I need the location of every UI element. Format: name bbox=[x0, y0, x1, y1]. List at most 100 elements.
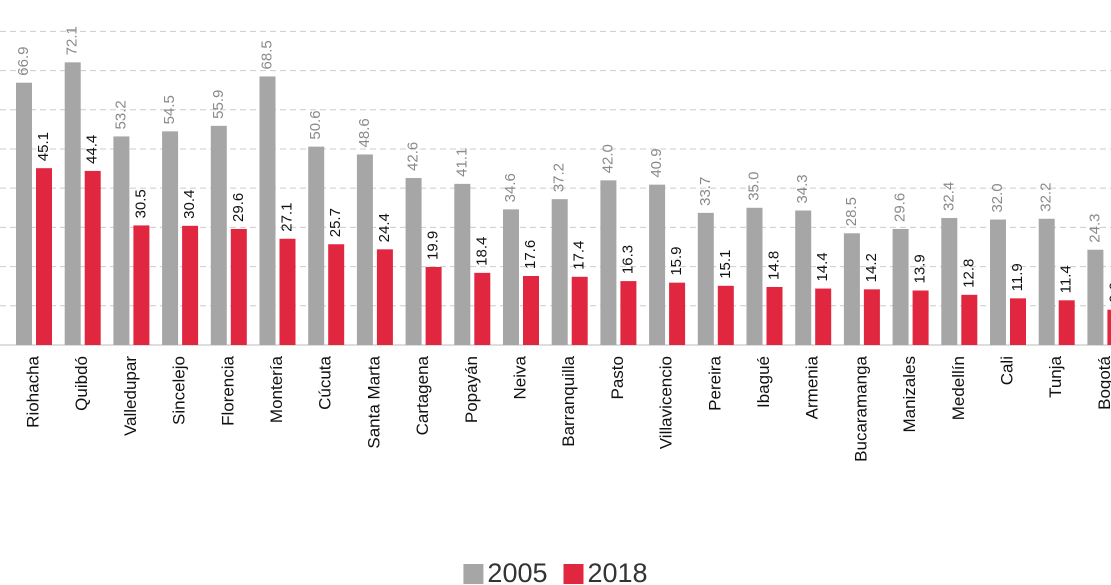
bar bbox=[523, 276, 539, 345]
bar bbox=[259, 76, 276, 346]
bar bbox=[815, 288, 832, 345]
bar bbox=[961, 294, 978, 345]
bar bbox=[1107, 309, 1111, 345]
value-label: 41.1 bbox=[453, 148, 470, 177]
value-label: 53.2 bbox=[112, 100, 129, 129]
value-label: 27.1 bbox=[278, 203, 295, 232]
bar bbox=[1058, 300, 1075, 345]
bar bbox=[669, 282, 686, 345]
x-tick-label: Sincelejo bbox=[170, 356, 189, 425]
value-label: 11.4 bbox=[1058, 265, 1075, 293]
x-tick-label: Santa Marta bbox=[364, 355, 383, 448]
x-tick-label: Manizales bbox=[900, 356, 919, 433]
x-tick-label: Pasto bbox=[608, 356, 627, 399]
bar bbox=[230, 228, 247, 345]
x-tick-label: Bucaramanga bbox=[851, 355, 870, 461]
value-label: 42.6 bbox=[405, 142, 422, 171]
bar bbox=[162, 131, 179, 345]
bar bbox=[16, 82, 32, 345]
bar bbox=[600, 180, 617, 345]
x-tick-label: Riohacha bbox=[23, 355, 42, 427]
bar bbox=[571, 276, 588, 345]
value-label: 34.3 bbox=[794, 174, 811, 203]
value-label: 55.9 bbox=[210, 90, 227, 119]
bar bbox=[863, 289, 880, 345]
value-label: 14.2 bbox=[863, 253, 880, 282]
x-tick-label: Florencia bbox=[218, 355, 237, 425]
x-tick-label: Valledupar bbox=[121, 356, 140, 436]
value-label: 19.9 bbox=[425, 231, 442, 260]
bar bbox=[620, 281, 637, 345]
value-label: 13.9 bbox=[912, 254, 929, 283]
value-label: 18.4 bbox=[473, 237, 490, 266]
bar bbox=[133, 225, 150, 345]
bar bbox=[84, 170, 101, 345]
x-tick-label: Bogotá bbox=[1095, 355, 1111, 409]
bar bbox=[210, 125, 227, 345]
x-tick-label: Medellín bbox=[949, 356, 968, 420]
x-tick-label: Villavicencio bbox=[657, 356, 676, 449]
value-label: 29.6 bbox=[892, 193, 909, 222]
value-label: 32.0 bbox=[989, 183, 1006, 212]
legend-label: 2005 bbox=[487, 558, 547, 585]
bar bbox=[990, 219, 1006, 345]
x-tick-label: Quibdó bbox=[72, 356, 91, 411]
value-label: 15.9 bbox=[668, 246, 685, 275]
bar bbox=[308, 146, 325, 345]
bar bbox=[766, 286, 783, 345]
legend-swatch bbox=[563, 564, 584, 584]
value-label: 33.7 bbox=[697, 177, 714, 206]
value-label: 45.1 bbox=[35, 132, 52, 161]
value-label: 30.5 bbox=[132, 189, 149, 218]
value-label: 42.0 bbox=[599, 144, 616, 173]
x-tick-label: Popayán bbox=[462, 356, 481, 423]
bar bbox=[1038, 218, 1055, 345]
x-tick-label: Armenia bbox=[803, 355, 822, 419]
value-label: 11.9 bbox=[1009, 263, 1026, 291]
value-label: 9.0 bbox=[1106, 282, 1111, 303]
value-label: 24.3 bbox=[1086, 214, 1103, 243]
bar bbox=[64, 62, 81, 345]
value-label: 40.9 bbox=[648, 148, 665, 177]
bar bbox=[454, 183, 471, 345]
value-label: 17.4 bbox=[571, 241, 588, 270]
bar bbox=[474, 272, 491, 345]
bar bbox=[376, 249, 393, 345]
value-label: 15.1 bbox=[717, 250, 734, 279]
x-tick-label: Barranquilla bbox=[559, 355, 578, 446]
value-label: 24.4 bbox=[376, 213, 393, 242]
bar bbox=[425, 266, 442, 345]
bar bbox=[405, 177, 422, 345]
bar bbox=[1010, 298, 1026, 345]
value-label: 37.2 bbox=[551, 163, 568, 192]
bar bbox=[113, 136, 130, 345]
x-tick-label: Neiva bbox=[510, 355, 529, 399]
value-label: 17.6 bbox=[522, 240, 539, 269]
value-label: 50.6 bbox=[307, 110, 324, 139]
value-label: 72.1 bbox=[64, 26, 81, 55]
value-label: 16.3 bbox=[619, 245, 636, 274]
x-tick-label: Ibagué bbox=[754, 356, 773, 408]
bar bbox=[649, 184, 666, 345]
bar bbox=[328, 244, 345, 345]
bar bbox=[182, 225, 199, 345]
bar bbox=[36, 168, 52, 345]
bar bbox=[717, 285, 734, 345]
value-label: 68.5 bbox=[258, 40, 275, 69]
legend-swatch bbox=[463, 564, 484, 584]
bar bbox=[356, 154, 373, 345]
value-label: 28.5 bbox=[843, 197, 860, 226]
value-label: 25.7 bbox=[327, 208, 344, 237]
bar bbox=[746, 207, 763, 345]
bar bbox=[795, 210, 812, 345]
value-label: 44.4 bbox=[84, 135, 101, 164]
value-label: 14.4 bbox=[814, 252, 831, 281]
bar bbox=[912, 290, 929, 345]
bar bbox=[941, 217, 958, 345]
x-tick-label: Tunja bbox=[1046, 355, 1065, 397]
x-tick-label: Cali bbox=[997, 356, 1016, 385]
value-label: 14.8 bbox=[765, 251, 782, 280]
value-label: 12.8 bbox=[960, 259, 977, 288]
value-label: 32.2 bbox=[1038, 183, 1055, 212]
value-label: 66.9 bbox=[15, 47, 32, 76]
